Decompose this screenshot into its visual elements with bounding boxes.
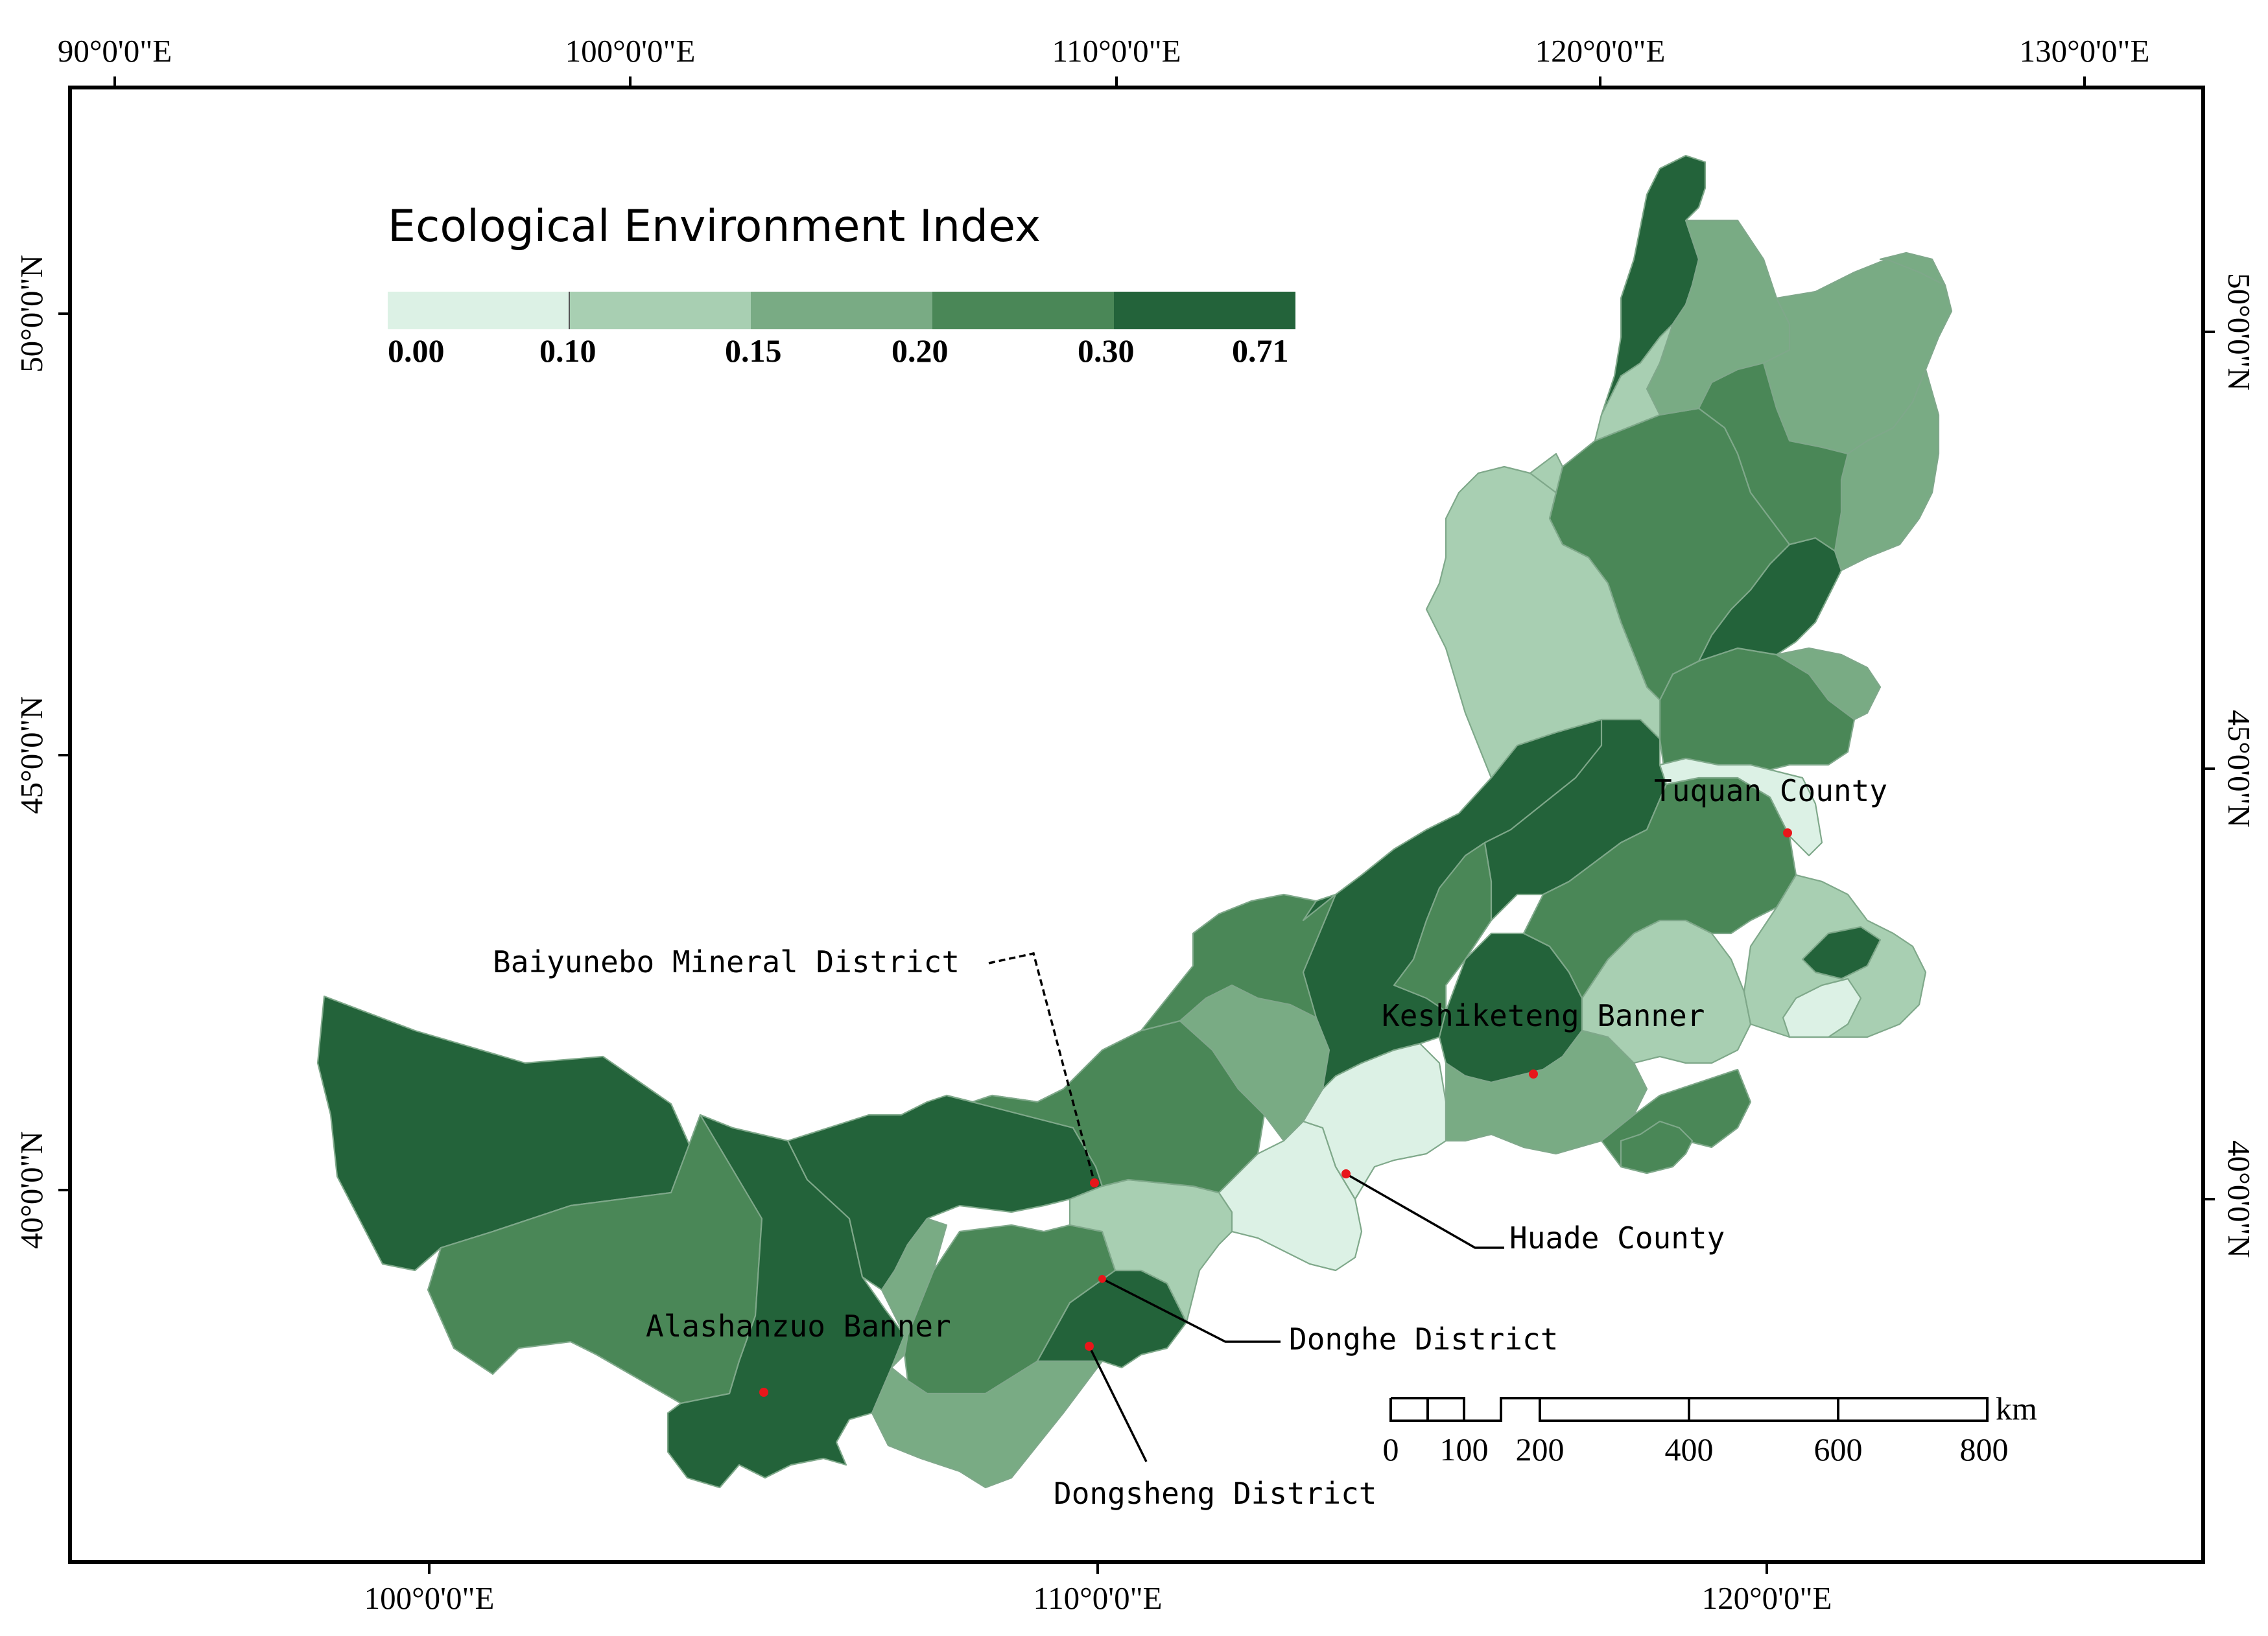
place-label-tuquan: Tuquan County <box>1654 773 1887 808</box>
place-label-baiyunebo: Baiyunebo Mineral District <box>493 944 960 979</box>
leader-baiyunebo <box>988 952 1096 1184</box>
region-tongliao-dark <box>1801 926 1882 980</box>
region-chifeng <box>1445 1029 1648 1155</box>
marker-baiyunebo <box>1090 1178 1099 1187</box>
marker-alashanzuo <box>759 1388 768 1397</box>
leader-huade <box>1345 1173 1504 1249</box>
top-lon-label: 100°0'0"E <box>565 33 696 69</box>
inner-mongolia-regions <box>316 154 1953 1489</box>
top-lon-label: 130°0'0"E <box>2020 33 2150 69</box>
legend-break-label: 0.15 <box>725 333 782 369</box>
map-frame <box>68 86 2205 1564</box>
legend-break-label: 0.20 <box>892 333 949 369</box>
place-label-huade: Huade County <box>1509 1221 1725 1256</box>
region-hulunbuir-west <box>1425 465 1661 779</box>
scale-label: 800 <box>1960 1431 2009 1467</box>
graticule-ticks <box>58 76 2215 1574</box>
left-lat-label: 45°0'0"N <box>14 696 49 814</box>
marker-huade <box>1341 1169 1351 1178</box>
bottom-lon-label: 110°0'0"E <box>1033 1580 1162 1616</box>
bottom-lon-label: 100°0'0"E <box>364 1580 495 1616</box>
right-lat-label: 50°0'0"N <box>2221 273 2257 391</box>
legend-break-label: 0.30 <box>1078 333 1135 369</box>
scale-label: 600 <box>1814 1431 1863 1467</box>
place-label-dongsheng: Dongsheng District <box>1054 1476 1377 1511</box>
top-lon-label: 120°0'0"E <box>1535 33 1666 69</box>
marker-donghe <box>1098 1275 1106 1283</box>
place-label-keshiketeng: Keshiketeng Banner <box>1382 998 1705 1033</box>
region-ulanqab-south <box>1218 1120 1363 1272</box>
place-label-donghe: Donghe District <box>1289 1322 1558 1357</box>
leader-lines <box>988 952 1504 1462</box>
scale-label: 400 <box>1665 1431 1714 1467</box>
legend-swatch <box>388 292 569 329</box>
legend: Ecological Environment Index 0.00 0.10 0… <box>388 201 1295 369</box>
legend-break-label: 0.71 <box>1232 333 1289 369</box>
bottom-lon-label: 120°0'0"E <box>1702 1580 1832 1616</box>
scale-label: 200 <box>1516 1431 1565 1467</box>
marker-dongsheng <box>1085 1342 1094 1351</box>
marker-tuquan <box>1783 828 1792 837</box>
region-chifeng-bottom <box>1620 1120 1694 1174</box>
region-hulunbuir-mid <box>1697 362 1849 552</box>
region-hulunbuir-west-2 <box>1529 452 1564 520</box>
leader-dongsheng <box>1088 1346 1148 1462</box>
scale-label: 100 <box>1440 1431 1489 1467</box>
scale-bar-line <box>1389 1397 1989 1422</box>
legend-swatch <box>1114 292 1295 329</box>
region-hinggan-east <box>1775 647 1882 721</box>
region-chifeng-pocket <box>1782 977 1862 1038</box>
scale-label: 0 <box>1383 1431 1399 1467</box>
legend-swatch <box>569 292 751 329</box>
right-lat-label: 40°0'0"N <box>2221 1140 2257 1258</box>
region-hulunbuir-ne <box>1879 251 1946 286</box>
top-lon-label: 90°0'0"E <box>58 33 172 69</box>
graticule-labels: 90°0'0"E 100°0'0"E 110°0'0"E 120°0'0"E 1… <box>14 33 2257 1616</box>
place-markers <box>759 828 1792 1397</box>
legend-swatch <box>751 292 932 329</box>
place-labels: Baiyunebo Mineral District Alashanzuo Ba… <box>493 773 1887 1511</box>
legend-break-label: 0.00 <box>388 333 445 369</box>
left-lat-label: 50°0'0"N <box>14 255 49 373</box>
left-lat-label: 40°0'0"N <box>14 1131 49 1249</box>
region-tuquan <box>1659 757 1823 857</box>
scale-bar: 0 100 200 400 600 800 km <box>1383 1390 2038 1467</box>
legend-break-label: 0.10 <box>539 333 597 369</box>
top-lon-label: 110°0'0"E <box>1052 33 1181 69</box>
marker-keshiketeng <box>1529 1069 1538 1079</box>
scale-unit: km <box>1996 1390 2037 1427</box>
right-lat-label: 45°0'0"N <box>2221 710 2257 828</box>
leader-donghe <box>1102 1278 1281 1343</box>
legend-title: Ecological Environment Index <box>388 201 1041 252</box>
legend-swatch <box>932 292 1114 329</box>
place-label-alashanzuo: Alashanzuo Banner <box>646 1309 951 1344</box>
region-hulunbuir-nw <box>1594 323 1674 442</box>
